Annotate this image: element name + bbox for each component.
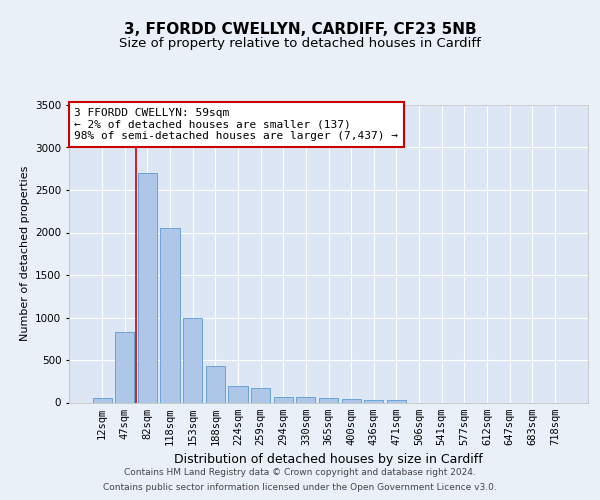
Bar: [206, 366, 225, 403]
Bar: [115, 332, 134, 402]
Text: 3 FFORDD CWELLYN: 59sqm
← 2% of detached houses are smaller (137)
98% of semi-de: 3 FFORDD CWELLYN: 59sqm ← 2% of detached…: [74, 108, 398, 141]
Bar: [138, 173, 157, 402]
Bar: [251, 388, 270, 402]
Text: Contains HM Land Registry data © Crown copyright and database right 2024.: Contains HM Land Registry data © Crown c…: [124, 468, 476, 477]
Text: Contains public sector information licensed under the Open Government Licence v3: Contains public sector information licen…: [103, 483, 497, 492]
Bar: [341, 399, 361, 402]
Bar: [296, 398, 316, 402]
Bar: [92, 398, 112, 402]
Bar: [319, 398, 338, 402]
Bar: [183, 318, 202, 402]
Bar: [160, 228, 180, 402]
Bar: [364, 400, 383, 402]
Bar: [387, 400, 406, 402]
Y-axis label: Number of detached properties: Number of detached properties: [20, 166, 29, 342]
Text: Size of property relative to detached houses in Cardiff: Size of property relative to detached ho…: [119, 38, 481, 51]
Text: 3, FFORDD CWELLYN, CARDIFF, CF23 5NB: 3, FFORDD CWELLYN, CARDIFF, CF23 5NB: [124, 22, 476, 38]
Bar: [229, 386, 248, 402]
X-axis label: Distribution of detached houses by size in Cardiff: Distribution of detached houses by size …: [174, 453, 483, 466]
Bar: [274, 396, 293, 402]
